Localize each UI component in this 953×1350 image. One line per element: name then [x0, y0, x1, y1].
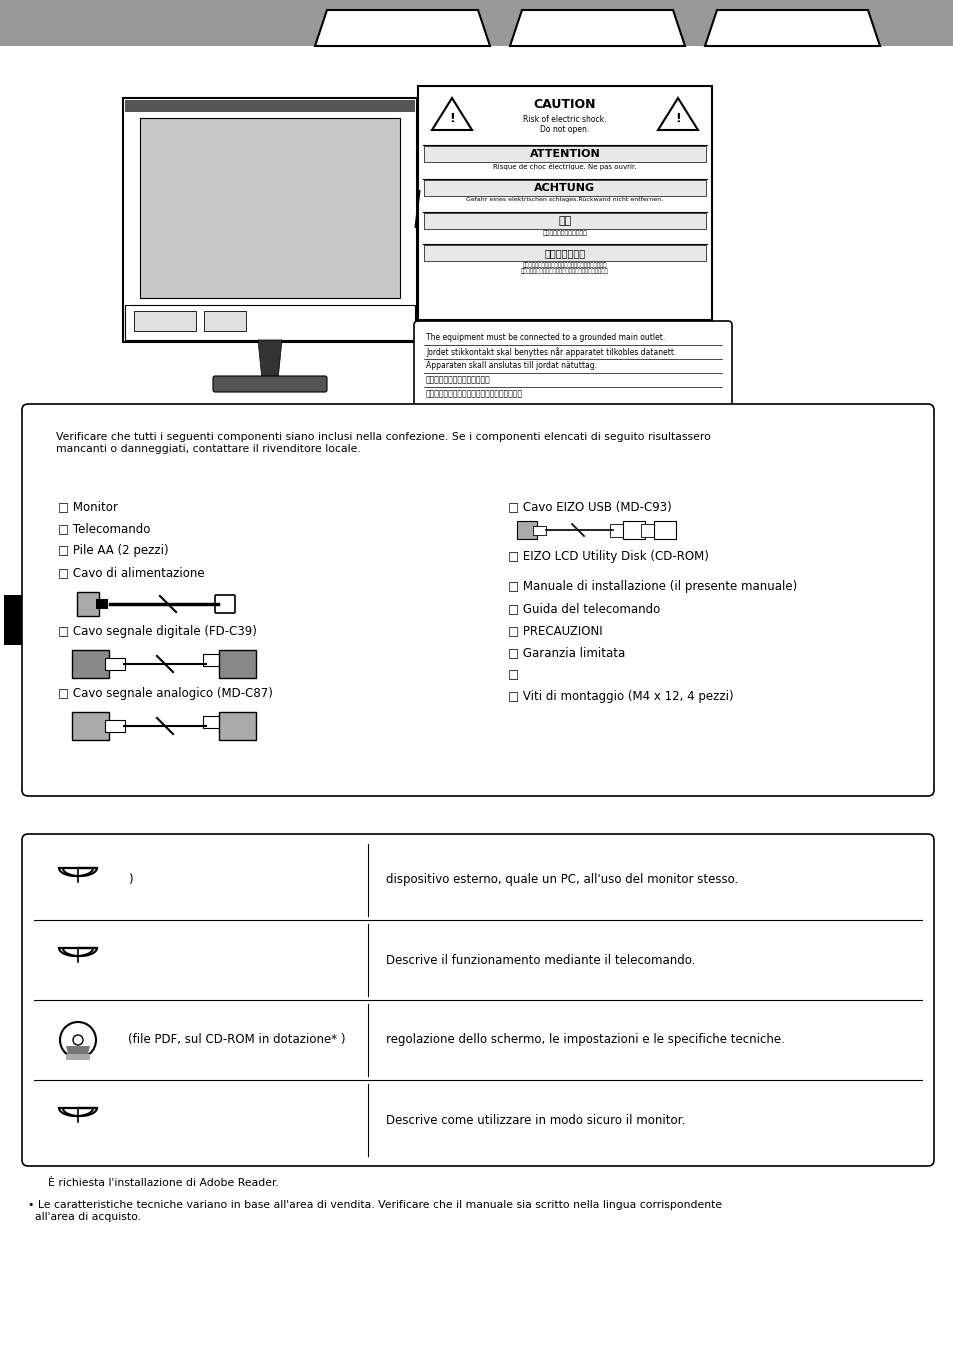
- Text: Risk of electric shock.
Do not open.: Risk of electric shock. Do not open.: [522, 115, 606, 135]
- Polygon shape: [314, 9, 490, 46]
- FancyBboxPatch shape: [219, 711, 255, 740]
- Polygon shape: [658, 99, 698, 130]
- Text: 警告：高圧注意: 警告：高圧注意: [544, 248, 585, 258]
- Text: □ Pile AA (2 pezzi): □ Pile AA (2 pezzi): [58, 544, 169, 558]
- FancyBboxPatch shape: [105, 720, 125, 732]
- FancyBboxPatch shape: [123, 99, 416, 342]
- Text: □ Manuale di installazione (il presente manuale): □ Manuale di installazione (il presente …: [507, 580, 797, 593]
- Text: □ Cavo di alimentazione: □ Cavo di alimentazione: [58, 566, 204, 579]
- Polygon shape: [257, 340, 282, 379]
- FancyBboxPatch shape: [203, 653, 223, 666]
- FancyBboxPatch shape: [414, 321, 731, 409]
- FancyBboxPatch shape: [640, 524, 657, 536]
- Text: 这设备必须连接至接地主插座。: 这设备必须连接至接地主插座。: [426, 375, 490, 383]
- FancyBboxPatch shape: [4, 595, 22, 645]
- FancyBboxPatch shape: [96, 599, 108, 609]
- Text: □ PRECAUZIONI: □ PRECAUZIONI: [507, 624, 602, 637]
- Text: □ Cavo EIZO USB (MD-C93): □ Cavo EIZO USB (MD-C93): [507, 500, 671, 513]
- Text: ACHTUNG: ACHTUNG: [534, 184, 595, 193]
- Text: Verificare che tutti i seguenti componenti siano inclusi nella confezione. Se i : Verificare che tutti i seguenti componen…: [56, 432, 710, 454]
- FancyBboxPatch shape: [423, 180, 705, 196]
- Text: dispositivo esterno, quale un PC, all'uso del monitor stesso.: dispositivo esterno, quale un PC, all'us…: [386, 873, 738, 887]
- Text: (file PDF, sul CD-ROM in dotazione* ): (file PDF, sul CD-ROM in dotazione* ): [128, 1034, 345, 1046]
- FancyBboxPatch shape: [204, 310, 246, 331]
- Text: È richiesta l'installazione di Adobe Reader.: È richiesta l'installazione di Adobe Rea…: [48, 1179, 278, 1188]
- FancyBboxPatch shape: [213, 377, 327, 392]
- Text: Descrive il funzionamento mediante il telecomando.: Descrive il funzionamento mediante il te…: [386, 953, 695, 967]
- Text: regolazione dello schermo, le impostazioni e le specifiche tecniche.: regolazione dello schermo, le impostazio…: [386, 1034, 784, 1046]
- Text: □ Monitor: □ Monitor: [58, 500, 118, 513]
- Text: 小心: 小心: [558, 216, 571, 225]
- Text: CAUTION: CAUTION: [533, 99, 596, 111]
- Text: □ EIZO LCD Utility Disk (CD-ROM): □ EIZO LCD Utility Disk (CD-ROM): [507, 549, 708, 563]
- FancyBboxPatch shape: [214, 595, 234, 613]
- Polygon shape: [66, 1046, 90, 1054]
- Text: !: !: [675, 112, 680, 124]
- FancyBboxPatch shape: [71, 711, 109, 740]
- FancyBboxPatch shape: [66, 1054, 90, 1060]
- FancyBboxPatch shape: [125, 305, 415, 340]
- Text: □ Cavo segnale analogico (MD-C87): □ Cavo segnale analogico (MD-C87): [58, 687, 273, 701]
- Text: Risque de choc électrique. Ne pas ouvrir.: Risque de choc électrique. Ne pas ouvrir…: [493, 163, 636, 170]
- Text: • Le caratteristiche tecniche variano in base all'area di vendita. Verificare ch: • Le caratteristiche tecniche variano in…: [28, 1200, 721, 1222]
- FancyBboxPatch shape: [517, 521, 537, 539]
- FancyBboxPatch shape: [423, 146, 705, 162]
- Polygon shape: [510, 9, 684, 46]
- FancyBboxPatch shape: [133, 310, 195, 331]
- Text: 電源コードのアースは必ず接地してください。: 電源コードのアースは必ず接地してください。: [426, 389, 522, 398]
- FancyBboxPatch shape: [423, 244, 705, 261]
- Text: Descrive come utilizzare in modo sicuro il monitor.: Descrive come utilizzare in modo sicuro …: [386, 1114, 684, 1126]
- FancyBboxPatch shape: [22, 834, 933, 1166]
- FancyBboxPatch shape: [654, 521, 676, 539]
- Text: ): ): [128, 873, 132, 887]
- Polygon shape: [0, 9, 310, 46]
- FancyBboxPatch shape: [140, 117, 399, 298]
- Text: The equipment must be connected to a grounded main outlet.: The equipment must be connected to a gro…: [426, 333, 664, 342]
- Text: Apparaten skall anslutas till jordat nätuttag.: Apparaten skall anslutas till jordat nät…: [426, 360, 597, 370]
- FancyBboxPatch shape: [71, 649, 109, 678]
- Text: □ Viti di montaggio (M4 x 12, 4 pezzi): □ Viti di montaggio (M4 x 12, 4 pezzi): [507, 690, 733, 703]
- FancyBboxPatch shape: [203, 716, 223, 728]
- FancyBboxPatch shape: [105, 657, 125, 670]
- Polygon shape: [125, 100, 415, 112]
- Polygon shape: [432, 99, 472, 130]
- FancyBboxPatch shape: [423, 213, 705, 230]
- Text: Gefahr eines elektrischen schlages,Rückwand nicht entfernen.: Gefahr eines elektrischen schlages,Rückw…: [466, 197, 663, 202]
- FancyBboxPatch shape: [533, 525, 546, 535]
- FancyBboxPatch shape: [219, 649, 255, 678]
- Text: □ Telecomando: □ Telecomando: [58, 522, 151, 535]
- FancyBboxPatch shape: [622, 521, 644, 539]
- Text: Jordet stikkontakt skal benyttes når apparatet tilkobles datanett.: Jordet stikkontakt skal benyttes når app…: [426, 347, 676, 356]
- Text: 有触电的危险。请勿打开。: 有触电的危险。请勿打开。: [542, 230, 587, 236]
- Text: □ Guida del telecomando: □ Guida del telecomando: [507, 602, 659, 616]
- FancyBboxPatch shape: [77, 593, 99, 616]
- Text: !: !: [449, 112, 455, 124]
- FancyBboxPatch shape: [610, 524, 626, 536]
- FancyBboxPatch shape: [417, 86, 711, 320]
- Text: □: □: [507, 668, 518, 680]
- Polygon shape: [704, 9, 879, 46]
- Text: ATTENTION: ATTENTION: [529, 148, 599, 159]
- Text: □ Garanzia limitata: □ Garanzia limitata: [507, 647, 624, 659]
- Polygon shape: [0, 0, 953, 46]
- Text: サービスマン以外の方は蓋及びたをあけないでください。
内部には高電圧部分が数多くあり、カーさわると危険です。: サービスマン以外の方は蓋及びたをあけないでください。 内部には高電圧部分が数多く…: [520, 262, 608, 274]
- Text: □ Cavo segnale digitale (FD-C39): □ Cavo segnale digitale (FD-C39): [58, 625, 256, 639]
- FancyBboxPatch shape: [22, 404, 933, 796]
